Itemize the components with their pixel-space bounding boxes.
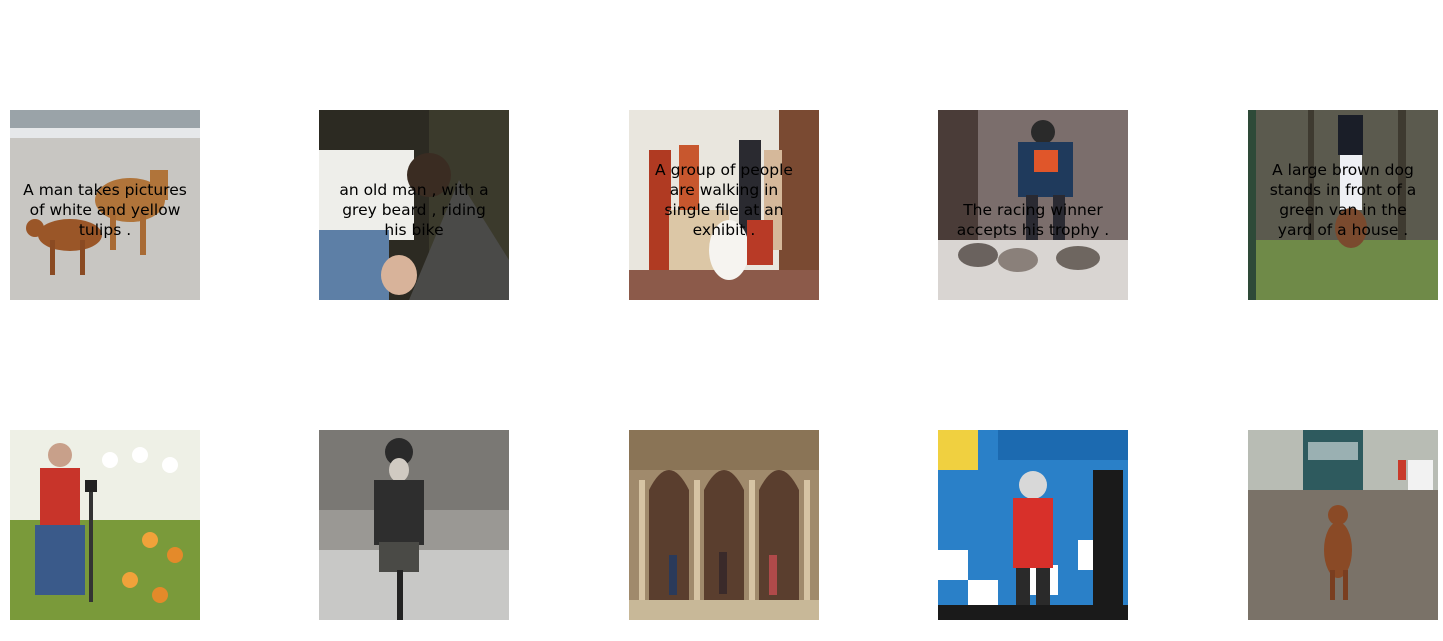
figure-caption: an old man , with a grey beard , riding … [339,181,489,239]
figure-image-dogs-beach [10,110,200,300]
figure-caption: A group of people are walking in single … [655,161,793,239]
figure-image-child-swing [1248,110,1438,300]
figure-image-arches-exhibit [629,430,819,620]
figure-image-dog-and-van [1248,430,1438,620]
figure-image-racing-podium [938,430,1128,620]
figure-image-old-man-bike [319,430,509,620]
figure-image-child-glass-case [319,110,509,300]
figure-caption: A large brown dog stands in front of a g… [1269,161,1417,239]
figure-caption: The racing winner accepts his trophy . [956,201,1110,239]
figure-image-sled-dogs [938,110,1128,300]
figure-caption: A man takes pictures of white and yellow… [23,181,187,239]
figure-image-photographer-tulips [10,430,200,620]
figure-image-wedding [629,110,819,300]
